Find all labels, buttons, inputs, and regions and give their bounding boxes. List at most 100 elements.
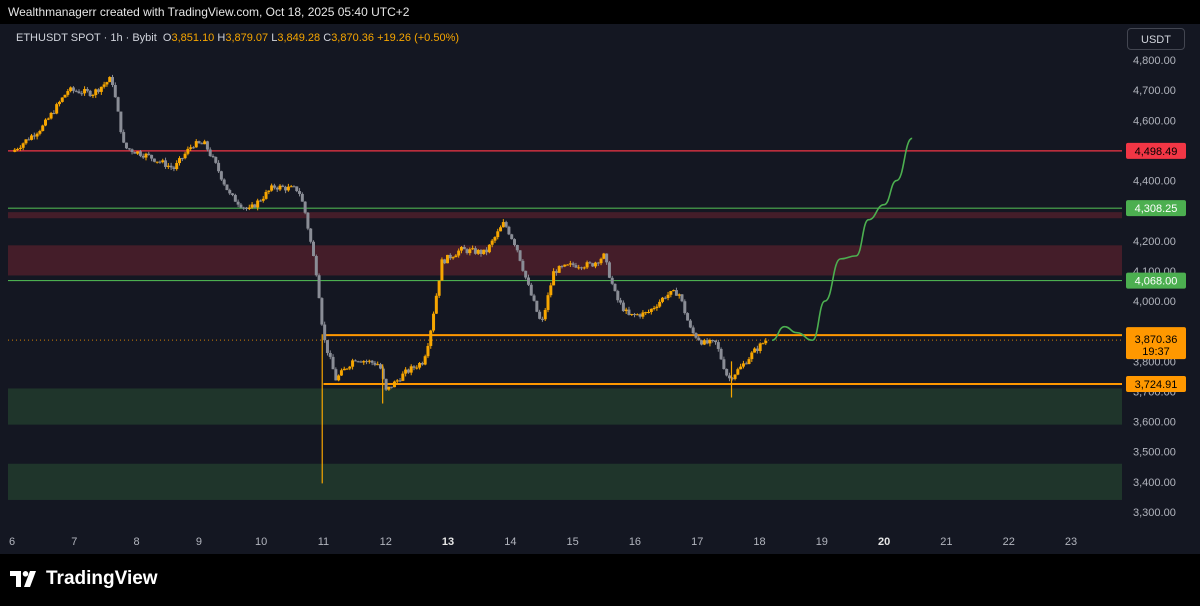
x-tick-label: 16 (629, 536, 641, 548)
candle-body (334, 369, 338, 381)
candle-body (169, 165, 173, 168)
candle-body (434, 295, 438, 314)
price-badge-0[interactable] (1126, 142, 1186, 159)
candle-body (392, 381, 396, 388)
candle-body (164, 160, 168, 167)
candle-body (610, 277, 614, 284)
candle-body (741, 363, 745, 367)
candle-body (518, 250, 522, 261)
currency-button[interactable]: USDT (1127, 28, 1185, 50)
candle-body (440, 259, 444, 281)
candle-body (700, 340, 704, 345)
candle-body (300, 193, 304, 202)
candle-body (200, 143, 204, 145)
candle-body (574, 265, 578, 268)
projection-path[interactable] (771, 137, 913, 342)
price-chart[interactable]: 4,800.004,700.004,600.004,500.004,400.00… (0, 0, 1200, 554)
x-tick-label: 21 (940, 536, 952, 548)
chart-area[interactable] (0, 24, 1200, 554)
candle-body (365, 361, 369, 363)
candle-body (178, 158, 182, 164)
candle-body (250, 204, 254, 208)
candle-body (683, 301, 687, 314)
candle-body (191, 147, 195, 149)
candle-body (451, 257, 455, 259)
candle-body (686, 313, 690, 321)
candle-body (124, 142, 128, 149)
candle-body (739, 366, 743, 370)
price-badge-label: 4,498.49 (1135, 146, 1178, 158)
candle-body (432, 313, 436, 331)
candle-body (482, 249, 486, 254)
candle-body (602, 253, 606, 259)
candle-body (147, 153, 151, 155)
candle-body (253, 204, 257, 208)
candle-body (144, 153, 148, 158)
candle-body (99, 86, 103, 92)
x-tick-label: 7 (71, 536, 77, 548)
candle-body (529, 284, 533, 296)
candle-body (233, 194, 237, 202)
candle-body (624, 309, 628, 312)
candle-body (258, 200, 262, 202)
candle-body (105, 82, 109, 85)
candle-body (351, 360, 355, 367)
zone-green-2 (8, 388, 1122, 425)
candle-body (150, 154, 154, 159)
candle-body (415, 367, 419, 369)
candle-body (108, 77, 112, 83)
candle-body (663, 297, 667, 299)
candle-body (540, 318, 544, 320)
price-badge-1[interactable] (1126, 200, 1186, 217)
candle-body (515, 245, 519, 251)
candle-body (496, 231, 500, 238)
candle-body (320, 298, 324, 325)
candle-body (750, 352, 754, 360)
candle-body (231, 193, 235, 195)
brand-name: TradingView (46, 568, 158, 589)
candle-body (138, 151, 142, 156)
candle-body (437, 280, 441, 296)
candle-body (379, 364, 383, 369)
candle-body (122, 132, 126, 143)
candle-body (384, 378, 388, 390)
candle-body (487, 244, 491, 253)
candle-body (647, 312, 651, 314)
candle-body (49, 112, 53, 119)
x-tick-label: 22 (1003, 536, 1015, 548)
candle-body (669, 291, 673, 295)
zone-red-0 (8, 212, 1122, 219)
brand-logo[interactable]: TradingView (10, 568, 158, 590)
candle-body (755, 348, 759, 351)
candle-body (390, 386, 394, 388)
candle-body (339, 370, 343, 376)
candle-body (468, 249, 472, 254)
legend-change: +19.26 (+0.50%) (377, 32, 460, 44)
legend-symbol: ETHUSDT SPOT · 1h · Bybit (16, 32, 157, 44)
candle-body (362, 361, 366, 363)
candle-body (694, 333, 698, 338)
candle-body (627, 309, 631, 315)
price-badge-4[interactable] (1126, 375, 1186, 392)
candle-body (289, 186, 293, 188)
candle-body (219, 171, 223, 180)
candle-body (272, 185, 276, 188)
legend-open: 3,851.10 (171, 32, 215, 44)
y-tick-label: 4,200.00 (1133, 236, 1176, 248)
candle-body (446, 254, 450, 264)
price-badge-2[interactable] (1126, 272, 1186, 289)
candle-body (166, 165, 170, 167)
current-price-badge[interactable] (1126, 331, 1186, 360)
x-tick-label: 18 (753, 536, 765, 548)
candle-body (270, 185, 274, 191)
candle-body (454, 255, 458, 258)
y-tick-label: 3,600.00 (1133, 417, 1176, 429)
legend-close-label: C (323, 32, 332, 44)
candle-body (621, 302, 625, 312)
candle-body (510, 234, 514, 240)
candle-body (152, 158, 156, 162)
x-tick-label: 12 (380, 536, 392, 548)
candle-body (63, 94, 67, 98)
y-tick-label: 4,400.00 (1133, 176, 1176, 188)
legend-high: 3,879.07 (225, 32, 269, 44)
